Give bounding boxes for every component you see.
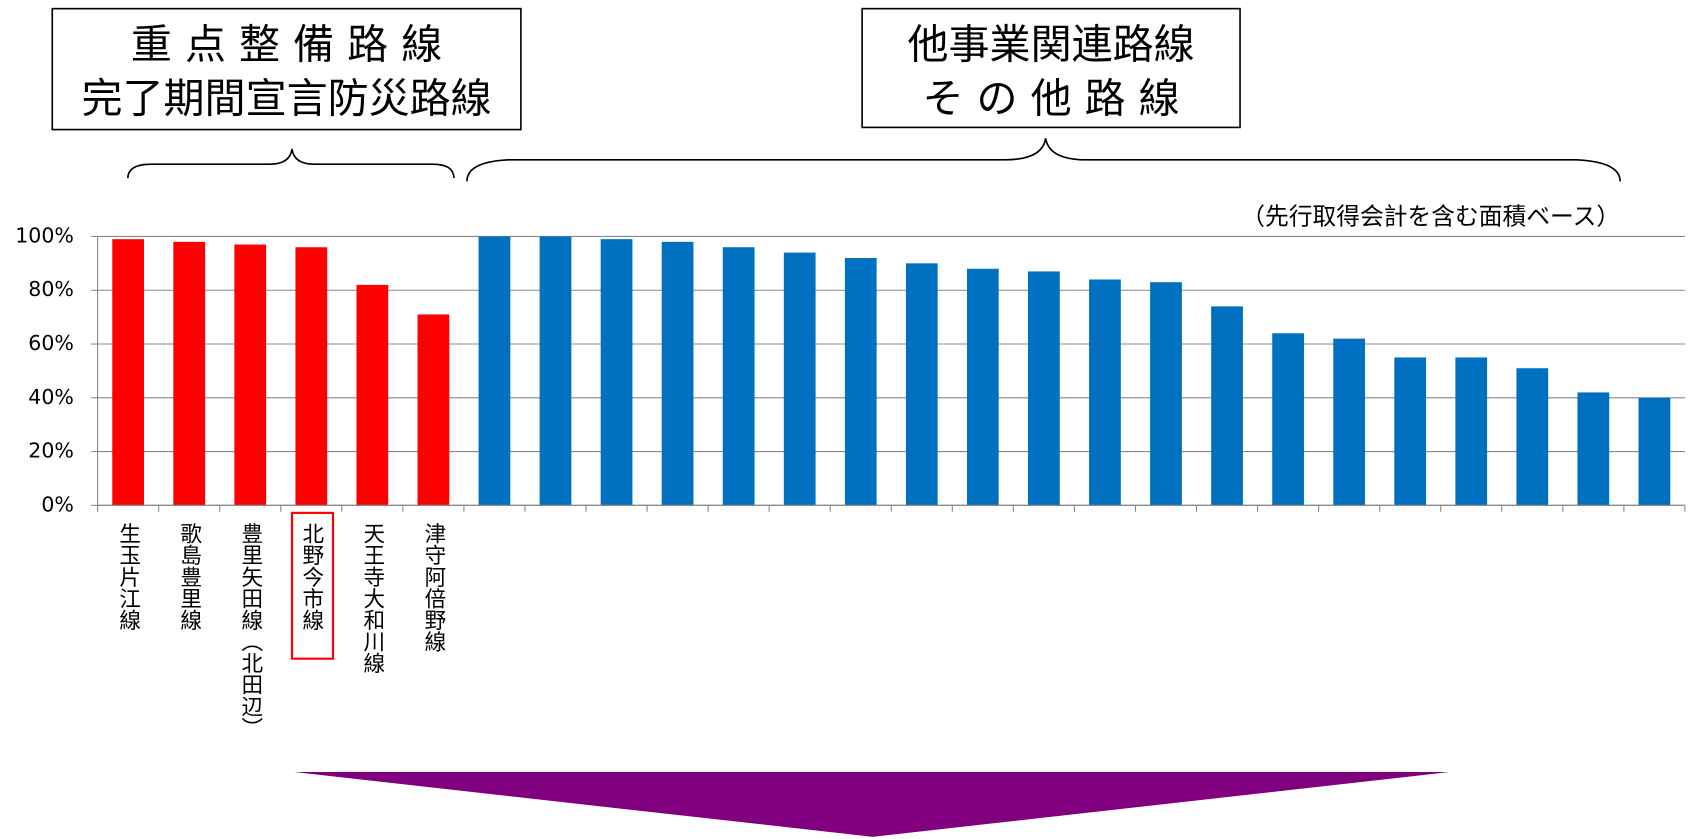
bar [1516,368,1549,506]
brace [466,138,1621,182]
bar [1211,306,1243,506]
bar [112,239,145,506]
bar [1333,338,1366,506]
x-tick-label: 天王寺大和川線 [360,523,385,675]
x-tick-label: 歌島豊里線 [177,523,202,631]
annotation-box [861,7,1241,129]
annotation: 完了期間宣言防災路線 [82,75,492,123]
x-tick-label: 津守阿倍野線 [421,523,446,653]
y-tick-label: 0% [41,492,74,516]
bar [1394,357,1427,506]
bar [1638,397,1671,506]
arrow [294,772,1450,837]
note: （先行取得会計を含む面積ベース） [1241,203,1620,231]
annotation-box [51,7,522,131]
bar [783,252,816,506]
y-tick-label: 80% [28,277,74,301]
bar [539,236,572,506]
y-tick-label: 60% [28,331,74,355]
brace [127,148,455,179]
bar [417,314,450,506]
bar [844,257,877,506]
y-tick-label: 40% [28,385,74,409]
bar [1028,271,1060,506]
bar [661,241,694,506]
highlight-box [290,511,335,660]
x-tick-label: 豊里矢田線（北田辺） [238,523,263,739]
y-tick-label: 100% [15,223,74,247]
annotation: 重 点 整 備 路 線 [131,21,442,69]
x-tick-label: 生玉片江線 [116,523,141,631]
x-tick-label: 北野今市線 [299,523,324,631]
bar [173,241,206,506]
bar [1577,392,1610,506]
bar [356,284,389,506]
bar [295,247,328,506]
bar [600,239,633,506]
bar [478,236,511,506]
bar [1150,282,1182,506]
bar [234,244,267,506]
bar [966,268,999,506]
bar [905,263,938,506]
bar [1089,279,1121,506]
y-tick-label: 20% [28,439,74,463]
bar [722,247,755,506]
bar [1272,333,1304,506]
bar [1455,357,1488,506]
annotation: そ の 他 路 線 [922,75,1179,123]
annotation: 他事業関連路線 [908,21,1195,69]
